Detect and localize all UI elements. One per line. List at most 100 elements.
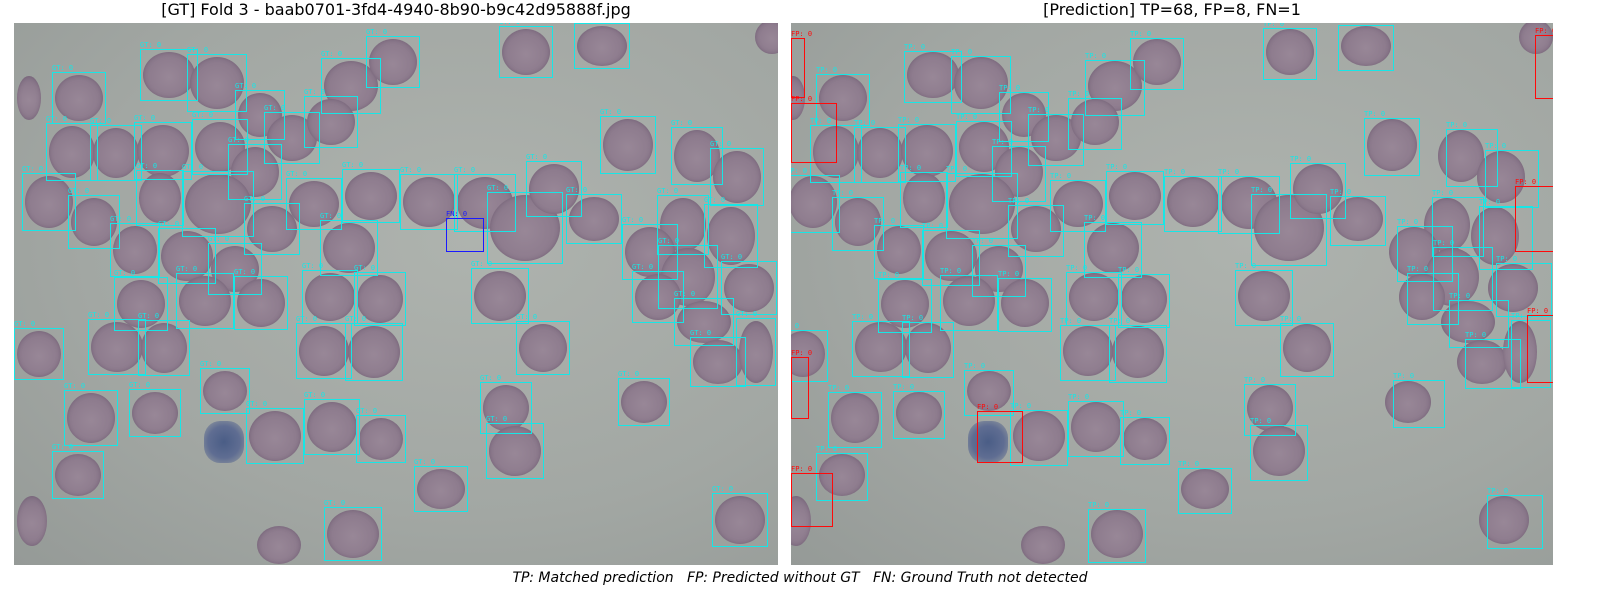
ground-truth-box: GT: 0 bbox=[234, 268, 288, 330]
red-blood-cell bbox=[1441, 301, 1495, 343]
true-positive-box: TP: 0 bbox=[1251, 186, 1327, 266]
true-positive-box: TP: 0 bbox=[828, 384, 882, 448]
red-blood-cell bbox=[249, 411, 301, 461]
box-label: TP: 0 bbox=[1465, 331, 1487, 339]
box-label: TP: 0 bbox=[1008, 197, 1030, 205]
ground-truth-box: GT: 0 bbox=[354, 264, 406, 326]
box-label: TP: 0 bbox=[999, 84, 1021, 92]
box-label: TP: 0 bbox=[1028, 106, 1050, 114]
red-blood-cell bbox=[1133, 39, 1181, 85]
true-positive-box: TP: 0 bbox=[854, 119, 906, 183]
box-label: TP: 0 bbox=[900, 164, 922, 172]
ground-truth-box: GT: 0 bbox=[342, 161, 400, 223]
box-label: GT: 0 bbox=[354, 264, 376, 272]
box-label: TP: 0 bbox=[1010, 402, 1032, 410]
ground-truth-box: GT: 0 bbox=[46, 115, 98, 181]
box-label: TP: 0 bbox=[998, 270, 1020, 278]
box-label: GT: 0 bbox=[366, 28, 388, 36]
ground-truth-box: GT: 0 bbox=[110, 215, 160, 277]
box-label: GT: 0 bbox=[68, 187, 90, 195]
box-label: TP: 0 bbox=[946, 165, 968, 173]
legend-caption: TP: Matched prediction FP: Predicted wit… bbox=[512, 570, 1088, 586]
box-label: GT: 0 bbox=[296, 315, 318, 323]
red-blood-cell bbox=[49, 126, 95, 178]
box-label: TP: 0 bbox=[940, 267, 962, 275]
box-label: TP: 0 bbox=[893, 383, 915, 391]
red-blood-cell bbox=[1053, 181, 1103, 227]
box-label: GT: 0 bbox=[14, 320, 36, 328]
red-blood-cell bbox=[1238, 271, 1290, 321]
box-label: GT: 0 bbox=[52, 64, 74, 72]
box-label: TP: 0 bbox=[874, 217, 896, 225]
ground-truth-box: GT: 0 bbox=[600, 108, 656, 174]
red-blood-cell bbox=[819, 75, 867, 121]
red-blood-cell bbox=[203, 371, 247, 411]
true-positive-box: TP: 0 bbox=[1118, 266, 1170, 328]
ground-truth-box: GT: 0 bbox=[526, 153, 582, 217]
ground-truth-box: GT: 0 bbox=[187, 46, 247, 112]
ground-truth-box: GT: 0 bbox=[671, 119, 723, 185]
red-blood-cell bbox=[143, 52, 195, 98]
box-label: GT: 0 bbox=[345, 315, 367, 323]
box-label: TP: 0 bbox=[1050, 172, 1072, 180]
stained-artifact bbox=[204, 421, 244, 463]
red-blood-cell bbox=[93, 128, 139, 178]
ground-truth-box: GT: 0 bbox=[366, 28, 420, 88]
box-label: GT: 0 bbox=[342, 161, 364, 169]
box-label: GT: 0 bbox=[704, 196, 726, 204]
box-label: TP: 0 bbox=[1330, 188, 1352, 196]
ground-truth-box: GT: 0 bbox=[704, 196, 758, 268]
red-blood-cell bbox=[55, 75, 103, 121]
box-label: TP: 0 bbox=[1084, 214, 1106, 222]
false-positive-box: FP: 0 bbox=[791, 349, 812, 419]
true-positive-box: TP: 0 bbox=[1485, 142, 1539, 208]
true-positive-box: TP: 0 bbox=[1060, 317, 1116, 381]
ground-truth-box: GT: 0 bbox=[129, 381, 181, 437]
box-label: TP: 0 bbox=[898, 116, 920, 124]
true-positive-box: TP: 0 bbox=[1235, 262, 1293, 326]
box-label: TP: 0 bbox=[1178, 460, 1200, 468]
box-label: TP: 0 bbox=[1244, 376, 1266, 384]
red-blood-cell bbox=[357, 275, 403, 323]
box-label: TP: 0 bbox=[1446, 121, 1468, 129]
true-positive-box: TP: 0 bbox=[1164, 168, 1222, 232]
true-positive-box: TP: 0 bbox=[1244, 376, 1296, 436]
box-label: GT: 0 bbox=[400, 166, 422, 174]
box-label: TP: 0 bbox=[1066, 264, 1088, 272]
false-positive-box: FP: 0 bbox=[1515, 178, 1553, 252]
red-blood-cell bbox=[1071, 402, 1121, 452]
false-positive-box: FP: 0 bbox=[791, 465, 833, 527]
box-label: TP: 0 bbox=[832, 189, 854, 197]
red-blood-cell bbox=[359, 418, 403, 460]
box-label: GT: 0 bbox=[88, 311, 110, 319]
ground-truth-box: GT: 0 bbox=[286, 170, 342, 230]
red-blood-cell bbox=[1011, 206, 1061, 252]
box-label: TP: 0 bbox=[1164, 168, 1186, 176]
ground-truth-box: GT: 0 bbox=[182, 163, 254, 237]
ground-truth-box: GT: 0 bbox=[52, 443, 104, 499]
box-label: TP: 0 bbox=[1263, 23, 1285, 28]
ground-truth-box: GT: 0 bbox=[304, 88, 358, 148]
red-blood-cell bbox=[1112, 326, 1164, 378]
box-label: GT: 0 bbox=[136, 162, 158, 170]
red-blood-cell bbox=[161, 231, 213, 281]
red-blood-cell bbox=[141, 323, 187, 373]
true-positive-box: TP: 0 bbox=[922, 222, 980, 286]
box-label: GT: 0 bbox=[674, 290, 696, 298]
red-blood-cell bbox=[348, 326, 400, 378]
true-positive-box: TP: 0 bbox=[999, 84, 1049, 142]
box-label: GT: 0 bbox=[134, 114, 156, 122]
true-positive-box: TP: 0 bbox=[1364, 110, 1420, 176]
red-blood-cell bbox=[474, 271, 526, 321]
box-label: GT: 0 bbox=[321, 50, 343, 58]
box-label: TP: 0 bbox=[1407, 265, 1429, 273]
red-blood-cell bbox=[179, 276, 231, 326]
true-positive-box: TP: 0 bbox=[992, 138, 1046, 202]
red-blood-cell bbox=[257, 526, 301, 564]
box-label: GT: 0 bbox=[187, 46, 209, 54]
box-label: TP: 0 bbox=[902, 314, 924, 322]
ground-truth-box: GT: 0 bbox=[64, 382, 118, 446]
red-blood-cell bbox=[132, 392, 178, 434]
box-label: TP: 0 bbox=[1118, 266, 1140, 274]
red-blood-cell bbox=[307, 99, 355, 145]
